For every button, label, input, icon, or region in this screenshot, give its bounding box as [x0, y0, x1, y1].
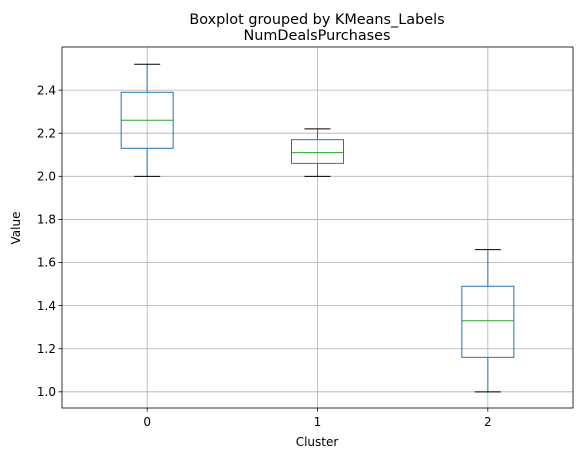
y-tick-label: 1.6	[37, 256, 56, 270]
box-layer	[120, 63, 515, 393]
y-tick-label: 1.0	[37, 385, 56, 399]
chart-title: NumDealsPurchases	[244, 28, 391, 44]
tick-layer: 1.0 1.2 1.4 1.6 1.8 2.0 2.2 2.4 0 1 2	[37, 83, 492, 429]
y-tick-label: 1.4	[37, 299, 56, 313]
x-tick-label: 1	[314, 415, 322, 429]
x-tick-label: 0	[143, 415, 151, 429]
iqr-box	[461, 285, 515, 358]
x-tick-label: 2	[484, 415, 492, 429]
y-tick-label: 2.2	[37, 126, 56, 140]
iqr-box	[291, 139, 344, 164]
y-tick-label: 1.2	[37, 342, 56, 356]
y-axis-label: Value	[9, 212, 23, 245]
y-tick-label: 1.8	[37, 213, 56, 227]
y-tick-label: 2.0	[37, 170, 56, 184]
x-axis-label: Cluster	[296, 435, 339, 449]
y-tick-label: 2.4	[37, 83, 56, 97]
figure-suptitle: Boxplot grouped by KMeans_Labels	[189, 12, 444, 28]
